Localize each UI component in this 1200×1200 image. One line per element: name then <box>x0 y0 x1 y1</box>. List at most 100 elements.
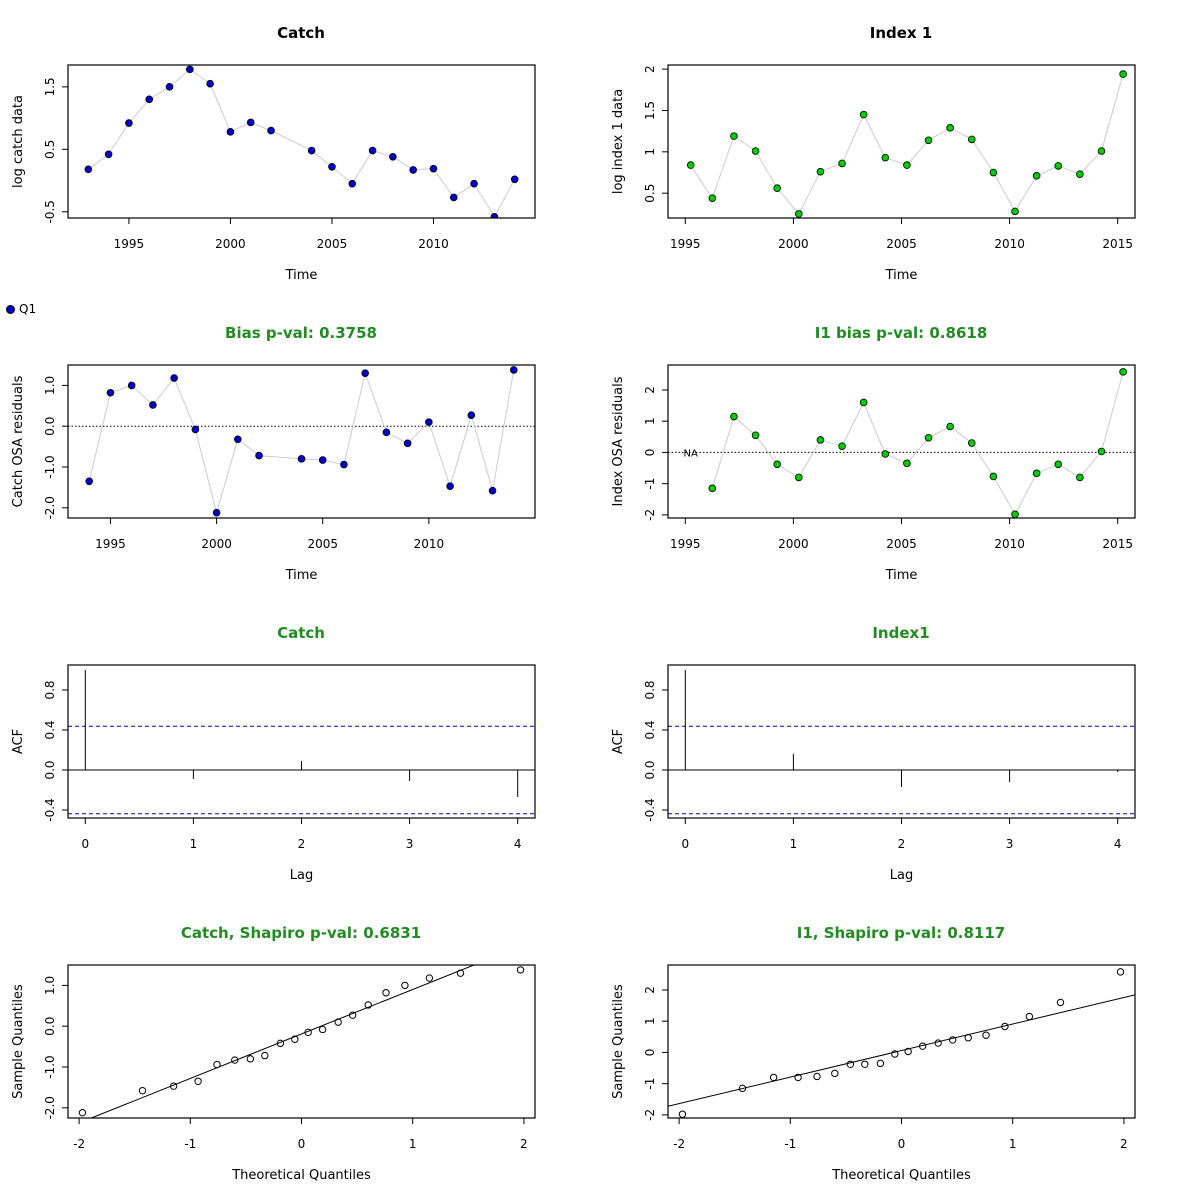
x-axis-label: Time <box>285 268 318 283</box>
qq-point <box>401 981 409 990</box>
data-point <box>84 165 93 174</box>
x-axis-label: Theoretical Quantiles <box>231 1168 371 1183</box>
x-tick-label: 0 <box>898 1137 906 1151</box>
x-tick-label: 1 <box>409 1137 417 1151</box>
qq-point <box>261 1051 269 1060</box>
data-point <box>859 110 868 119</box>
y-axis-label: log index 1 data <box>611 89 626 194</box>
qq-point <box>291 1035 299 1043</box>
data-point <box>234 435 242 444</box>
y-tick-label: 0 <box>643 449 657 457</box>
data-point <box>389 153 397 161</box>
x-tick-label: 2000 <box>201 537 232 551</box>
y-tick-label: -1 <box>643 1078 657 1090</box>
y-axis-label: log catch data <box>11 95 26 188</box>
qq-point <box>964 1034 972 1042</box>
data-point <box>127 381 136 390</box>
x-tick-label: 1995 <box>670 537 701 551</box>
data-point <box>924 136 933 145</box>
y-tick-label: 1.0 <box>43 976 57 995</box>
qq-point <box>982 1031 990 1039</box>
data-point <box>106 388 115 397</box>
data-point <box>903 459 911 468</box>
data-point <box>149 401 157 409</box>
y-axis-label: Index OSA residuals <box>611 376 626 506</box>
qq-point <box>1025 1012 1034 1021</box>
qq-point <box>769 1073 778 1082</box>
x-tick-label: 2015 <box>1102 237 1133 251</box>
data-point <box>751 431 760 440</box>
chart-panel-2: Index 1 1995 2000 2005 2010 2015 0.5 1 1.5 2 Time l… <box>611 24 1136 283</box>
qq-point <box>1056 998 1065 1007</box>
data-point <box>1011 207 1019 216</box>
qq-point <box>334 1018 342 1026</box>
data-point <box>467 411 476 419</box>
chart-panel-5: Catch 0 1 2 3 4 -0.4 0.0 0.4 0.8 Lag ACF <box>11 624 536 883</box>
x-tick-label: 2010 <box>994 537 1025 551</box>
data-point <box>708 194 717 202</box>
data-point <box>881 450 890 458</box>
x-tick-label: 3 <box>406 837 414 851</box>
x-tick-label: 2 <box>298 837 306 851</box>
plot-frame <box>67 664 536 819</box>
data-point <box>425 418 433 426</box>
plot-area <box>68 366 535 517</box>
qq-point <box>891 1050 899 1058</box>
x-axis-label: Time <box>285 568 318 583</box>
data-point <box>989 168 998 177</box>
na-label: NA <box>684 448 698 459</box>
qq-point <box>918 1042 927 1050</box>
plot-area <box>668 968 1135 1118</box>
data-point <box>730 412 738 421</box>
qq-reference-line <box>90 965 476 1118</box>
qq-point <box>138 1086 147 1095</box>
data-point <box>1076 473 1084 482</box>
data-point <box>1011 510 1019 518</box>
qq-point <box>813 1072 821 1081</box>
data-point <box>246 118 255 127</box>
data-point <box>212 508 221 517</box>
data-point <box>838 159 846 168</box>
data-point <box>470 179 478 188</box>
x-tick-label: 2010 <box>994 237 1025 251</box>
qq-point <box>861 1060 869 1068</box>
series-line <box>690 73 1124 215</box>
chart-panel-1: Catch 1995 2000 2005 2010 -0.5 0.5 1.5 Time log c… <box>11 24 536 283</box>
data-point <box>226 128 235 136</box>
y-axis-label: Catch OSA residuals <box>11 375 26 507</box>
y-axis-label: Sample Quantiles <box>611 984 626 1099</box>
y-tick-label: 1 <box>643 148 657 156</box>
data-point <box>488 486 497 495</box>
qq-point <box>831 1069 839 1078</box>
x-tick-label: -2 <box>73 1137 85 1151</box>
chart-title: Catch <box>277 24 325 42</box>
qq-point <box>904 1047 912 1056</box>
qq-point <box>846 1060 855 1068</box>
data-point <box>125 119 133 127</box>
data-point <box>509 366 518 374</box>
chart-title: Catch <box>277 624 325 642</box>
y-tick-label: 1 <box>643 1017 657 1025</box>
x-tick-label: 4 <box>514 837 522 851</box>
chart-title: I1, Shapiro p-val: 0.8117 <box>797 924 1005 942</box>
data-point <box>255 451 263 460</box>
plot-frame <box>667 64 1136 219</box>
qq-point <box>794 1073 802 1082</box>
chart-title: I1 bias p-val: 0.8618 <box>815 324 988 342</box>
x-tick-label: 0 <box>81 837 89 851</box>
plot-area <box>686 70 1127 218</box>
data-point <box>446 482 454 490</box>
data-point <box>1097 447 1106 456</box>
data-point <box>773 460 781 469</box>
data-point <box>206 79 214 88</box>
x-tick-label: 2015 <box>1102 537 1133 551</box>
data-point <box>730 132 738 140</box>
data-point <box>967 135 976 144</box>
series-line <box>711 371 1124 516</box>
data-point <box>348 179 357 188</box>
y-tick-label: 2 <box>643 65 657 73</box>
x-tick-label: 2000 <box>215 237 246 251</box>
y-tick-label: 0.0 <box>43 760 57 779</box>
data-point <box>1032 172 1041 180</box>
data-point <box>307 146 316 155</box>
